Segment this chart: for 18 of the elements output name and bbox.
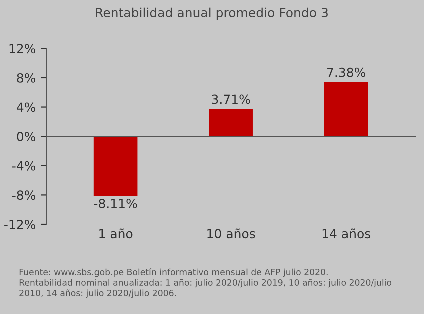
- bar: [209, 109, 253, 137]
- y-tick-label: -8%: [12, 190, 36, 200]
- y-tick-label: 12%: [10, 44, 36, 54]
- data-label: 3.71%: [212, 94, 250, 104]
- y-tick-label: 0%: [17, 132, 36, 142]
- bar: [94, 136, 138, 196]
- y-tick-label: 8%: [17, 73, 36, 83]
- x-tick-label: 10 años: [208, 228, 256, 239]
- y-tick-label: 4%: [17, 102, 36, 112]
- x-tick-label: 1 año: [100, 228, 133, 239]
- data-label: -8.11%: [94, 199, 138, 208]
- x-tick-label: 14 años: [322, 228, 371, 239]
- y-tick-label: -4%: [12, 161, 36, 171]
- chart-title: Rentabilidad anual promedio Fondo 3: [96, 8, 328, 20]
- y-tick-label: -12%: [4, 220, 36, 230]
- source-note: Fuente: www.sbs.gob.pe Boletín informativo mensual de AFP julio 2020. Rentabilidad nominal anualizada: 1 año: julio 2020/julio 2019, 10 años: julio 2020/julio 2010, 14 años: julio 2020/julio 2006.: [20, 268, 392, 298]
- data-label: 7.38%: [328, 68, 366, 78]
- bar: [324, 82, 368, 137]
